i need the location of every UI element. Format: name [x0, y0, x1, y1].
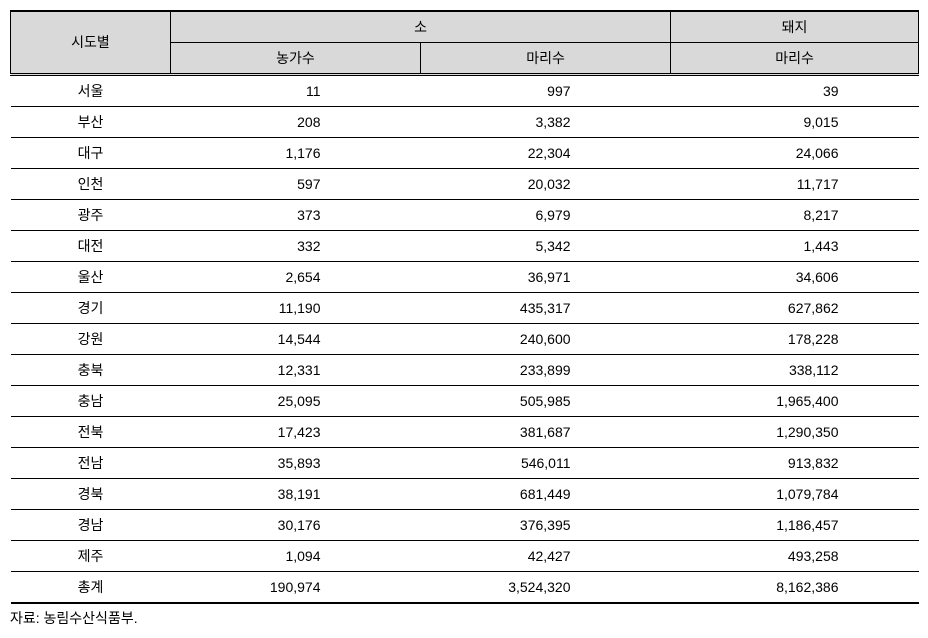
- cell-cattle-heads: 240,600: [421, 324, 671, 355]
- cell-pig-heads: 1,290,350: [671, 417, 919, 448]
- cell-region: 경남: [11, 510, 171, 541]
- cell-region: 광주: [11, 200, 171, 231]
- header-pig: 돼지: [671, 11, 919, 43]
- table-row: 경북38,191681,4491,079,784: [11, 479, 919, 510]
- table-row: 충북12,331233,899338,112: [11, 355, 919, 386]
- table-row: 경기11,190435,317627,862: [11, 293, 919, 324]
- table-row: 서울1199739: [11, 75, 919, 107]
- table-row: 대구1,17622,30424,066: [11, 138, 919, 169]
- cell-farms: 597: [171, 169, 421, 200]
- cell-region: 경기: [11, 293, 171, 324]
- cell-region: 부산: [11, 107, 171, 138]
- cell-cattle-heads: 505,985: [421, 386, 671, 417]
- cell-cattle-heads: 435,317: [421, 293, 671, 324]
- cell-pig-heads: 34,606: [671, 262, 919, 293]
- header-pig-heads: 마리수: [671, 43, 919, 75]
- cell-farms: 30,176: [171, 510, 421, 541]
- cell-pig-heads: 8,162,386: [671, 572, 919, 604]
- table-row: 경남30,176376,3951,186,457: [11, 510, 919, 541]
- cell-region: 충북: [11, 355, 171, 386]
- cell-cattle-heads: 36,971: [421, 262, 671, 293]
- cell-farms: 25,095: [171, 386, 421, 417]
- cell-region: 대구: [11, 138, 171, 169]
- cell-cattle-heads: 3,524,320: [421, 572, 671, 604]
- cell-region: 충남: [11, 386, 171, 417]
- cell-cattle-heads: 5,342: [421, 231, 671, 262]
- table-row: 제주1,09442,427493,258: [11, 541, 919, 572]
- cell-farms: 2,654: [171, 262, 421, 293]
- cell-cattle-heads: 42,427: [421, 541, 671, 572]
- header-cattle: 소: [171, 11, 671, 43]
- header-region: 시도별: [11, 11, 171, 75]
- header-farms: 농가수: [171, 43, 421, 75]
- cell-cattle-heads: 546,011: [421, 448, 671, 479]
- cell-pig-heads: 1,443: [671, 231, 919, 262]
- cell-pig-heads: 178,228: [671, 324, 919, 355]
- cell-farms: 35,893: [171, 448, 421, 479]
- cell-cattle-heads: 376,395: [421, 510, 671, 541]
- table-body: 서울1199739부산2083,3829,015대구1,17622,30424,…: [11, 75, 919, 604]
- cell-farms: 17,423: [171, 417, 421, 448]
- cell-farms: 11: [171, 75, 421, 107]
- table-row: 광주3736,9798,217: [11, 200, 919, 231]
- cell-pig-heads: 1,965,400: [671, 386, 919, 417]
- cell-pig-heads: 627,862: [671, 293, 919, 324]
- cell-pig-heads: 24,066: [671, 138, 919, 169]
- cell-region: 총계: [11, 572, 171, 604]
- cell-cattle-heads: 22,304: [421, 138, 671, 169]
- table-row: 충남25,095505,9851,965,400: [11, 386, 919, 417]
- cell-cattle-heads: 381,687: [421, 417, 671, 448]
- cell-farms: 11,190: [171, 293, 421, 324]
- cell-cattle-heads: 997: [421, 75, 671, 107]
- table-row: 전남35,893546,011913,832: [11, 448, 919, 479]
- livestock-table: 시도별 소 돼지 농가수 마리수 마리수 서울1199739부산2083,382…: [10, 10, 919, 604]
- source-note: 자료: 농림수산식품부.: [10, 608, 918, 628]
- cell-region: 전남: [11, 448, 171, 479]
- table-row: 대전3325,3421,443: [11, 231, 919, 262]
- cell-farms: 332: [171, 231, 421, 262]
- cell-pig-heads: 1,079,784: [671, 479, 919, 510]
- cell-pig-heads: 338,112: [671, 355, 919, 386]
- cell-cattle-heads: 233,899: [421, 355, 671, 386]
- table-row: 총계190,9743,524,3208,162,386: [11, 572, 919, 604]
- table-header: 시도별 소 돼지 농가수 마리수 마리수: [11, 11, 919, 75]
- cell-region: 대전: [11, 231, 171, 262]
- cell-pig-heads: 1,186,457: [671, 510, 919, 541]
- cell-farms: 190,974: [171, 572, 421, 604]
- table-row: 울산2,65436,97134,606: [11, 262, 919, 293]
- cell-cattle-heads: 681,449: [421, 479, 671, 510]
- cell-region: 경북: [11, 479, 171, 510]
- cell-pig-heads: 39: [671, 75, 919, 107]
- cell-farms: 1,176: [171, 138, 421, 169]
- cell-cattle-heads: 20,032: [421, 169, 671, 200]
- cell-farms: 14,544: [171, 324, 421, 355]
- cell-farms: 12,331: [171, 355, 421, 386]
- cell-pig-heads: 11,717: [671, 169, 919, 200]
- cell-farms: 373: [171, 200, 421, 231]
- table-row: 인천59720,03211,717: [11, 169, 919, 200]
- cell-pig-heads: 9,015: [671, 107, 919, 138]
- cell-cattle-heads: 3,382: [421, 107, 671, 138]
- cell-region: 제주: [11, 541, 171, 572]
- header-cattle-heads: 마리수: [421, 43, 671, 75]
- table-row: 전북17,423381,6871,290,350: [11, 417, 919, 448]
- cell-farms: 1,094: [171, 541, 421, 572]
- cell-region: 인천: [11, 169, 171, 200]
- cell-pig-heads: 493,258: [671, 541, 919, 572]
- cell-region: 울산: [11, 262, 171, 293]
- cell-cattle-heads: 6,979: [421, 200, 671, 231]
- table-row: 부산2083,3829,015: [11, 107, 919, 138]
- table-row: 강원14,544240,600178,228: [11, 324, 919, 355]
- cell-pig-heads: 8,217: [671, 200, 919, 231]
- cell-farms: 208: [171, 107, 421, 138]
- cell-pig-heads: 913,832: [671, 448, 919, 479]
- cell-region: 강원: [11, 324, 171, 355]
- cell-region: 서울: [11, 75, 171, 107]
- cell-region: 전북: [11, 417, 171, 448]
- cell-farms: 38,191: [171, 479, 421, 510]
